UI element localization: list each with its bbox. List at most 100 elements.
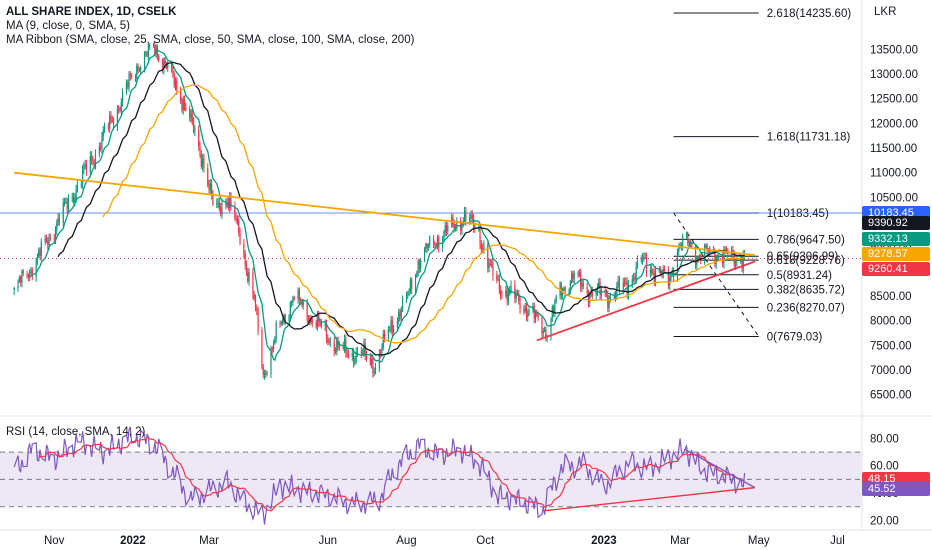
ma-line-50	[102, 84, 745, 344]
candle-body	[272, 342, 275, 349]
candle-body	[158, 56, 160, 61]
candle-body	[543, 329, 546, 331]
candle-body	[354, 361, 356, 363]
fib-level-label: 2.618(14235.60)	[767, 8, 852, 20]
rsi-trendline-support	[543, 486, 755, 512]
candle-body	[134, 76, 137, 79]
candle-body	[212, 195, 214, 205]
candle-body	[67, 199, 69, 209]
candle-body	[225, 203, 227, 205]
candle-body	[297, 289, 299, 300]
candle-body	[411, 279, 413, 290]
candle-body	[390, 319, 392, 331]
candle-body	[343, 339, 346, 349]
candle-body	[510, 284, 512, 291]
candle-body	[302, 301, 304, 305]
candle-body	[145, 52, 147, 54]
candle-body	[300, 299, 302, 302]
price-tick-label: 7000.00	[870, 365, 912, 377]
candle-body	[57, 217, 59, 224]
candle-body	[501, 295, 503, 297]
candle-body	[607, 295, 609, 308]
candle-body	[608, 299, 610, 308]
candle-body	[253, 294, 255, 299]
candle-body	[577, 273, 579, 275]
candle-body	[288, 315, 290, 322]
candle-body	[112, 121, 115, 127]
candle-body	[444, 225, 446, 233]
fib-level-label: 0.618(9228.76)	[767, 255, 845, 267]
candle-body	[554, 300, 556, 313]
candle-body	[121, 91, 124, 102]
candle-body	[627, 285, 630, 295]
candle-body	[688, 240, 690, 243]
candle-body	[110, 115, 112, 120]
candle-body	[736, 261, 738, 263]
candle-body	[643, 257, 645, 259]
candle-body	[595, 292, 597, 296]
price-tick-label: 8000.00	[870, 316, 912, 328]
candle-body	[706, 245, 708, 251]
time-tick-label: Oct	[476, 535, 495, 547]
candle-body	[334, 351, 337, 353]
candle-body	[26, 273, 28, 276]
candle-body	[387, 329, 390, 338]
candle-body	[280, 322, 282, 324]
candle-body	[76, 185, 79, 190]
candle-body	[36, 256, 39, 261]
candle-body	[644, 257, 646, 259]
candle-body	[374, 367, 377, 372]
candle-body	[262, 367, 264, 375]
candle-body	[31, 269, 33, 278]
candle-body	[291, 301, 293, 303]
candle-body	[74, 198, 76, 203]
candle-body	[129, 74, 131, 77]
candle-body	[208, 184, 210, 191]
candle-body	[373, 371, 375, 373]
time-tick-label: Jul	[830, 535, 845, 547]
candle-body	[84, 164, 86, 168]
candle-body	[181, 101, 183, 110]
candle-body	[131, 76, 133, 78]
legend-symbol: ALL SHARE INDEX, 1D, CSELK	[6, 6, 177, 18]
candle-body	[109, 115, 111, 129]
candle-body	[478, 229, 480, 231]
candle-body	[289, 302, 291, 316]
candle-body	[120, 101, 122, 111]
rsi-line	[13, 426, 746, 525]
price-tag: 9390.92	[862, 215, 930, 230]
candle-body	[30, 269, 32, 272]
candle-body	[101, 136, 103, 150]
candle-body	[436, 237, 439, 247]
candle-body	[49, 237, 51, 239]
candle-body	[216, 203, 218, 205]
candle-body	[569, 282, 571, 291]
candle-body	[392, 328, 395, 333]
candle-body	[265, 372, 267, 375]
candle-body	[537, 314, 539, 318]
candle-body	[62, 202, 64, 223]
candle-body	[573, 273, 575, 279]
candle-body	[176, 80, 178, 91]
candle-body	[609, 297, 611, 300]
candle-body	[292, 297, 294, 302]
candle-body	[171, 63, 173, 68]
rsi-tick-label: 80.00	[870, 433, 899, 445]
candle-body	[234, 206, 236, 219]
candle-body	[173, 74, 175, 86]
candle-body	[685, 233, 688, 236]
fib-level-label: 1.618(11731.18)	[767, 132, 851, 144]
candle-body	[434, 243, 436, 246]
candle-body	[496, 275, 498, 280]
candle-body	[238, 220, 240, 233]
candle-body	[346, 352, 348, 355]
candle-body	[27, 275, 29, 277]
candle-body	[465, 211, 467, 222]
candle-body	[622, 282, 624, 290]
candle-body	[678, 246, 680, 252]
candle-body	[307, 317, 310, 323]
candle-body	[507, 293, 510, 301]
price-tick-label: 12500.00	[870, 94, 918, 106]
candle-body	[220, 207, 222, 215]
